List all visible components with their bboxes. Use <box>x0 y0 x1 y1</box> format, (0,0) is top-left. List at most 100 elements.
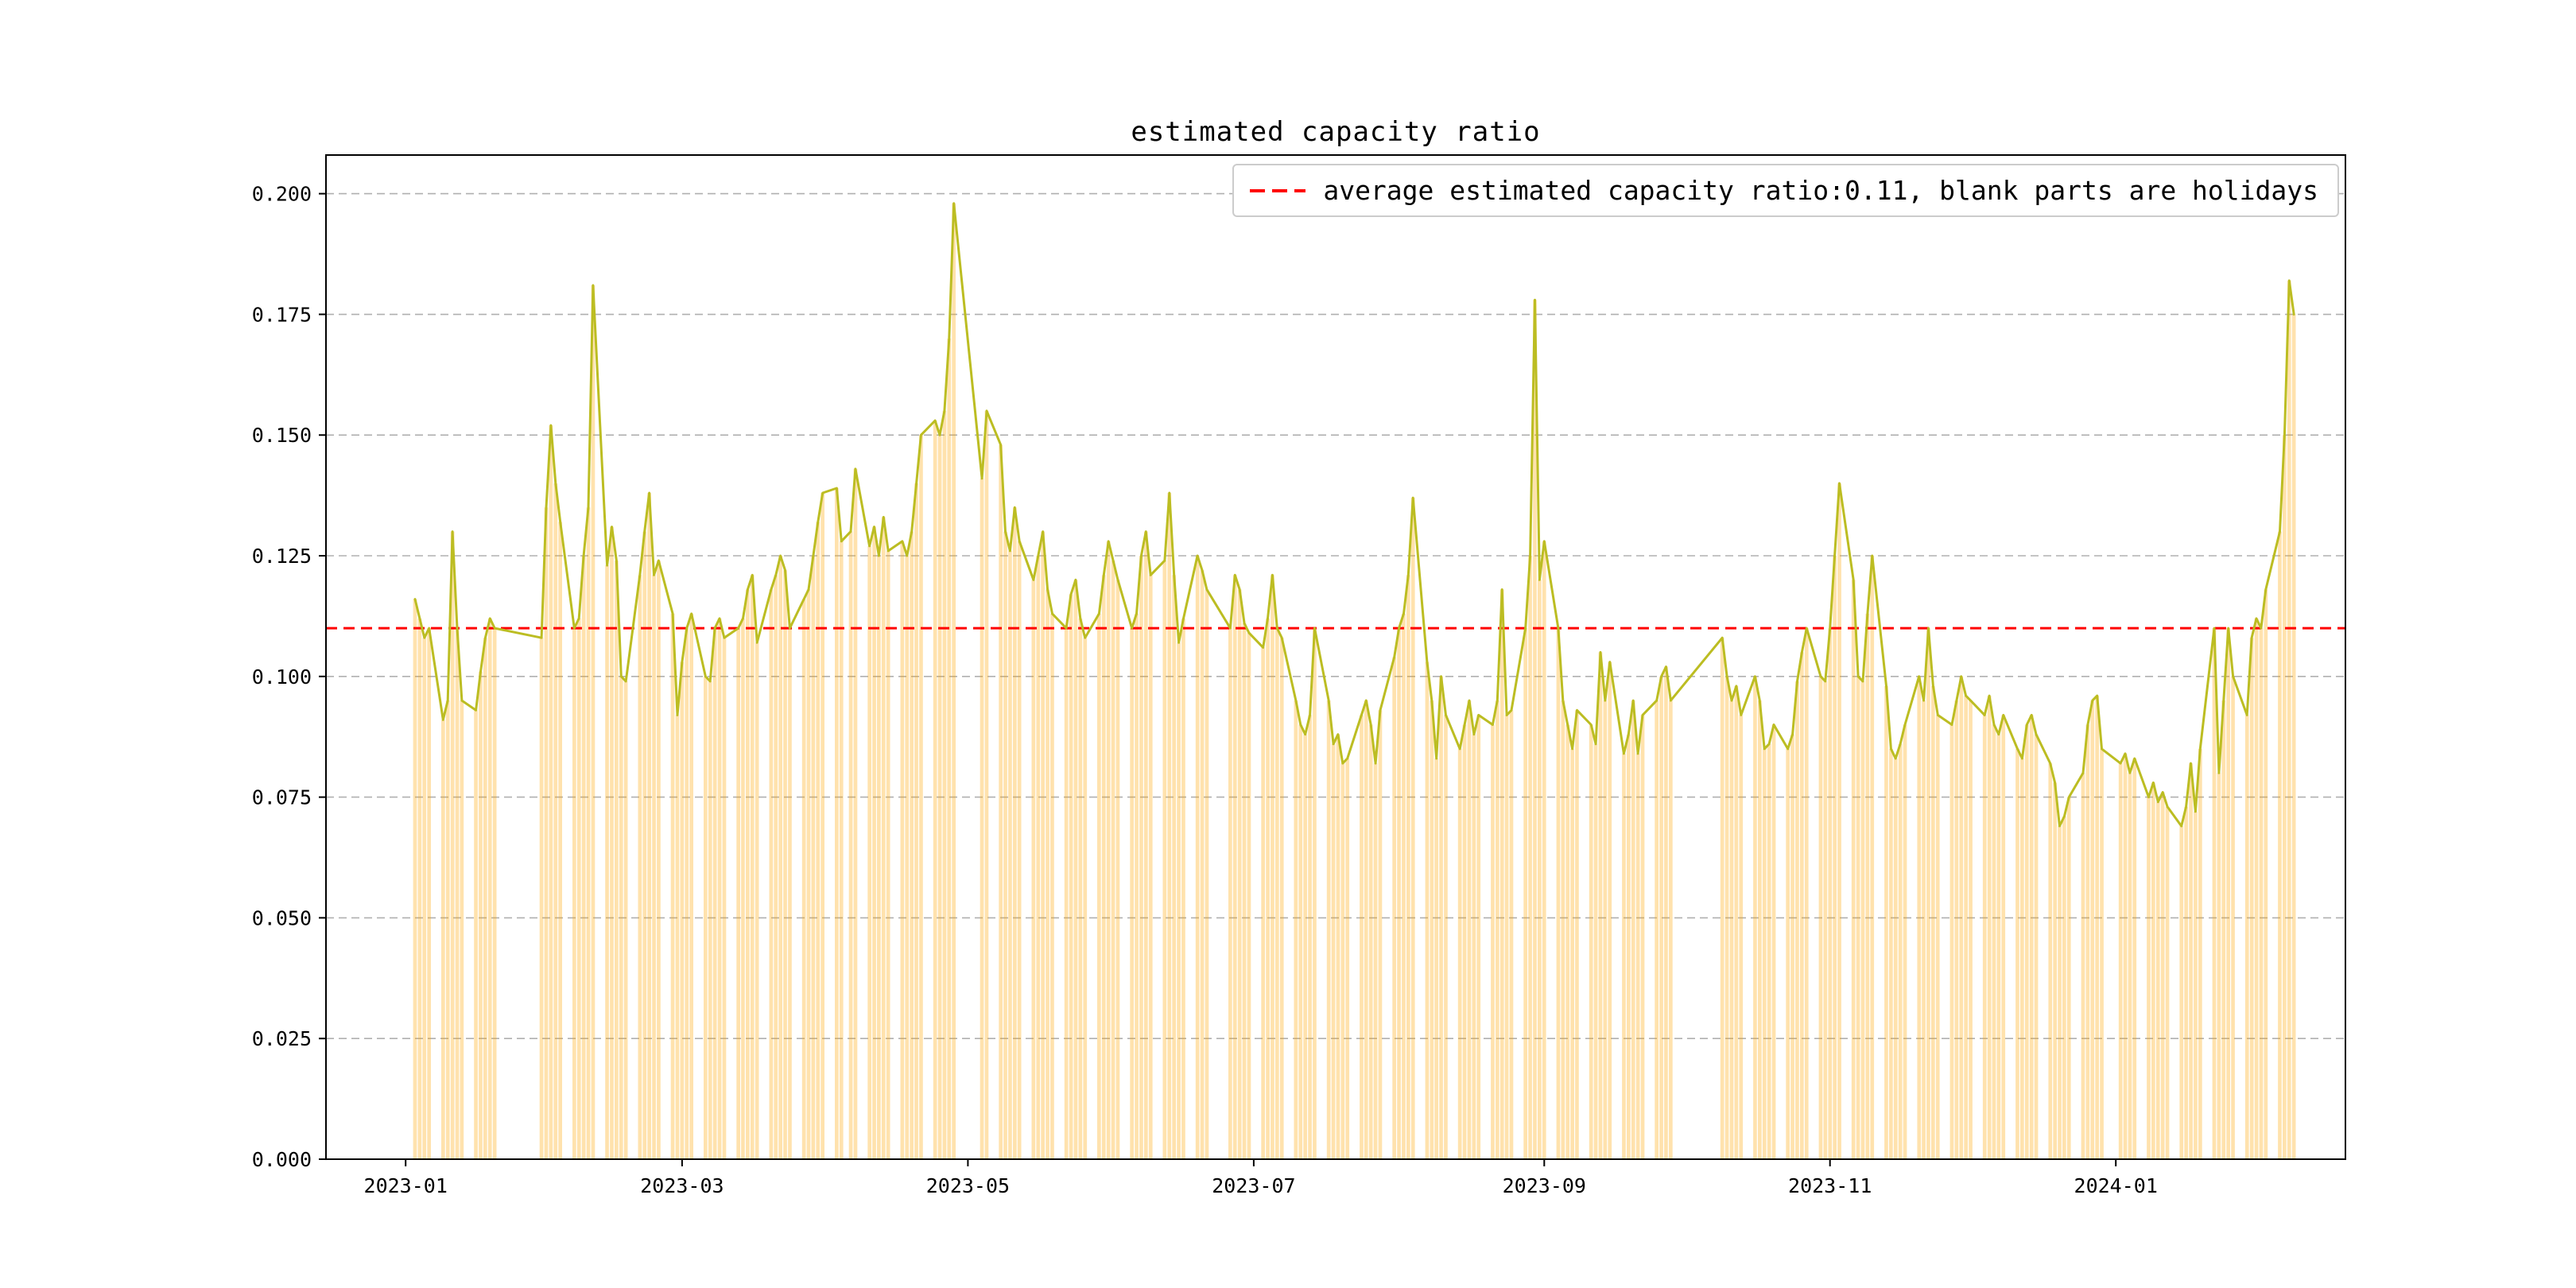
workday-bar <box>1509 710 1514 1159</box>
workday-bar <box>1949 724 1954 1159</box>
workday-bar <box>2085 724 2090 1159</box>
workday-bar <box>1669 700 1673 1159</box>
workday-bar <box>1373 763 1378 1159</box>
workday-bar <box>413 599 417 1159</box>
workday-bar <box>886 550 890 1159</box>
workday-bar <box>1627 734 1631 1159</box>
workday-bar <box>647 493 651 1159</box>
workday-bar <box>910 531 914 1159</box>
workday-bar <box>1467 700 1472 1159</box>
workday-bar <box>736 628 740 1159</box>
workday-bar <box>1565 724 1570 1159</box>
workday-bar <box>479 671 483 1159</box>
workday-bar <box>1851 580 1856 1159</box>
workday-bar <box>605 565 609 1159</box>
workday-bar <box>1106 541 1111 1159</box>
workday-bar <box>1439 676 1443 1159</box>
workday-bar <box>2291 314 2296 1159</box>
workday-bar <box>1922 700 1926 1159</box>
workday-bar <box>1837 483 1841 1159</box>
workday-bar <box>670 613 675 1159</box>
workday-bar <box>1462 724 1467 1159</box>
workday-bar <box>1720 638 1724 1159</box>
workday-bar <box>2287 280 2291 1159</box>
workday-bar <box>581 556 586 1159</box>
workday-bar <box>1523 628 1527 1159</box>
workday-bar <box>848 531 853 1159</box>
x-tick-label: 2023-01 <box>364 1174 448 1197</box>
workday-bar <box>2226 628 2230 1159</box>
workday-bar <box>1533 300 1537 1160</box>
workday-bar <box>1992 724 1996 1159</box>
workday-bar <box>1275 628 1279 1159</box>
workday-bar <box>801 599 806 1159</box>
workday-bar <box>853 468 858 1159</box>
workday-bar <box>1739 715 1744 1159</box>
workday-bars <box>413 203 2296 1160</box>
y-tick-label: 0.075 <box>252 786 312 809</box>
workday-bar <box>619 676 623 1159</box>
workday-bar <box>1804 628 1809 1159</box>
workday-bar <box>2034 734 2039 1159</box>
workday-bar <box>1148 575 1153 1159</box>
workday-bar <box>576 618 581 1159</box>
workday-bar <box>1865 613 1870 1159</box>
workday-bar <box>1635 753 1640 1159</box>
x-tick-label: 2023-11 <box>1788 1174 1872 1197</box>
workday-bar <box>1308 715 1312 1159</box>
workday-bar <box>2264 589 2268 1159</box>
workday-bar <box>460 700 464 1159</box>
workday-bar <box>1130 628 1134 1159</box>
workday-bar <box>642 531 647 1159</box>
workday-bar <box>881 517 886 1159</box>
workday-bar <box>572 628 576 1159</box>
workday-bar <box>1078 618 1083 1159</box>
workday-bar <box>623 681 628 1159</box>
workday-bar <box>821 493 824 1159</box>
workday-bar <box>2231 676 2235 1159</box>
workday-bar <box>445 700 450 1159</box>
workday-bar <box>1542 541 1546 1159</box>
workday-bar <box>638 575 642 1159</box>
workday-bar <box>1561 700 1565 1159</box>
workday-bar <box>1996 734 2001 1159</box>
workday-bar <box>487 618 492 1159</box>
workday-bar <box>872 526 876 1159</box>
x-tick-label: 2024-01 <box>2074 1174 2158 1197</box>
workday-bar <box>1659 676 1663 1159</box>
workday-bar <box>1631 700 1635 1159</box>
axis-ticks: 0.000 0.025 0.050 0.075 0.100 0.125 0.150 0.175… <box>252 183 2158 1197</box>
workday-bar <box>914 483 918 1159</box>
workday-bar <box>806 589 811 1159</box>
workday-bar <box>1434 758 1438 1159</box>
workday-bar <box>1724 676 1729 1159</box>
workday-bar <box>1444 715 1448 1159</box>
workday-bar <box>2123 753 2128 1159</box>
workday-bar <box>2020 758 2024 1159</box>
legend: average estimated capacity ratio:0.11, b… <box>1232 164 2339 217</box>
average-line-legend-icon <box>1250 188 1306 192</box>
workday-bar <box>1139 556 1143 1159</box>
workday-bar <box>610 526 614 1159</box>
workday-bar <box>1336 734 1340 1159</box>
workday-bar <box>933 421 937 1159</box>
workday-bar <box>2053 782 2057 1159</box>
workday-bar <box>474 710 478 1159</box>
workday-bar <box>1655 700 1658 1159</box>
workday-bar <box>811 556 816 1159</box>
workday-bar <box>1608 661 1612 1159</box>
workday-bar <box>2249 638 2254 1159</box>
workday-bar <box>1987 696 1992 1159</box>
workday-bar <box>1228 628 1232 1159</box>
workday-bar <box>2278 531 2282 1159</box>
x-tick-label: 2023-03 <box>640 1174 724 1197</box>
workday-bar <box>1378 710 1383 1159</box>
workday-bar <box>1200 570 1205 1159</box>
workday-bar <box>1345 758 1350 1159</box>
workday-bar <box>1313 628 1317 1159</box>
workday-bar <box>586 507 591 1159</box>
chart-title: estimated capacity ratio <box>1131 116 1541 148</box>
workday-bar <box>741 618 745 1159</box>
workday-bar <box>689 613 693 1159</box>
workday-bar <box>2184 806 2188 1159</box>
